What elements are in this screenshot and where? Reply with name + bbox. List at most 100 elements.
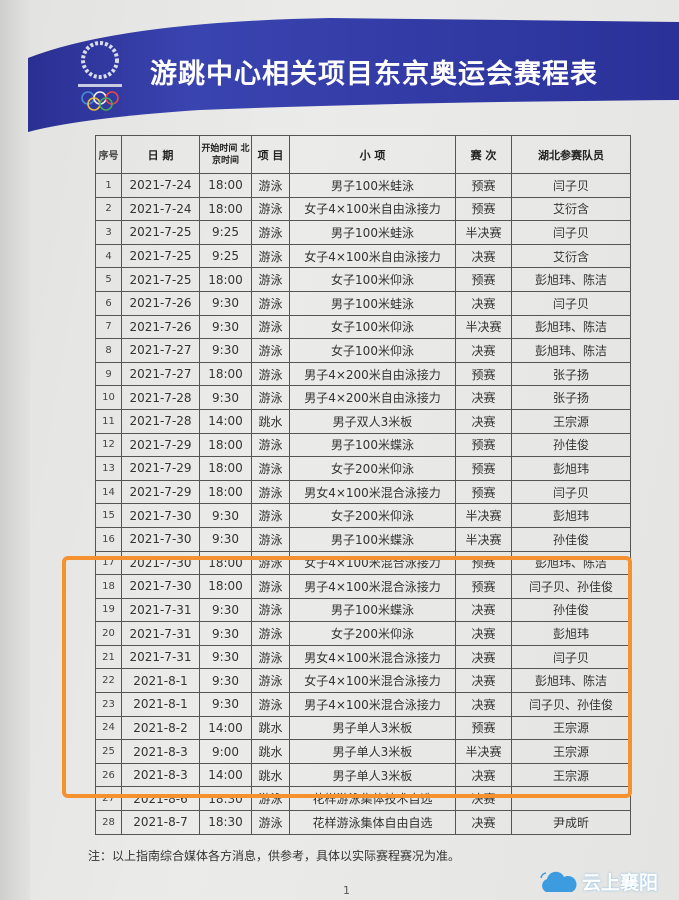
row-athletes: 张子扬 — [511, 361, 631, 387]
table-row: 2 2021-7-24 18:00 游泳 女子4×100米自由泳接力 预赛 艾衍含 — [95, 196, 631, 222]
row-start-time: 9:30 — [199, 668, 252, 694]
row-athletes: 闫子贝、孙佳俊 — [511, 574, 631, 599]
row-event: 男子4×200米自由泳接力 — [289, 385, 456, 410]
table-row: 18 2021-7-30 18:00 游泳 男子4×100米混合泳接力 预赛 闫子贝、孙佳俊 — [95, 574, 631, 599]
row-index: 22 — [95, 668, 122, 694]
row-index: 12 — [95, 432, 122, 458]
row-athletes: 艾衍含 — [511, 196, 631, 222]
row-index: 28 — [95, 810, 122, 835]
row-event: 男子100米蝶泳 — [289, 432, 456, 458]
row-event: 女子200米仰泳 — [289, 503, 456, 528]
row-sport: 游泳 — [251, 479, 290, 505]
col-date: 日 期 — [121, 135, 200, 174]
row-event: 花样游泳集体自由自选 — [289, 810, 456, 835]
row-athletes: 彭旭玮 — [511, 503, 631, 528]
page-edge — [0, 0, 30, 900]
row-start-time: 9:30 — [199, 597, 252, 623]
table-row: 10 2021-7-28 9:30 游泳 男子4×200米自由泳接力 决赛 张子扬 — [95, 385, 631, 410]
row-start-time: 18:00 — [199, 196, 252, 222]
table-row: 8 2021-7-27 9:30 游泳 女子100米仰泳 决赛 彭旭玮、陈洁 — [95, 338, 631, 363]
col-athletes: 湖北参赛队员 — [511, 135, 631, 174]
row-event: 女子100米仰泳 — [289, 314, 456, 340]
row-event: 女子200米仰泳 — [289, 621, 456, 646]
table-row: 7 2021-7-26 9:30 游泳 女子100米仰泳 半决赛 彭旭玮、陈洁 — [95, 314, 631, 340]
row-round: 预赛 — [455, 196, 512, 222]
row-round: 决赛 — [455, 385, 512, 410]
row-date: 2021-7-30 — [121, 503, 200, 528]
row-date: 2021-7-28 — [121, 385, 200, 410]
table-row: 20 2021-7-31 9:30 游泳 女子200米仰泳 决赛 彭旭玮 — [95, 621, 631, 646]
row-event: 男子4×100米混合泳接力 — [289, 574, 456, 599]
row-round: 决赛 — [455, 338, 512, 363]
table-row: 16 2021-7-30 9:30 游泳 男子100米蝶泳 半决赛 孙佳俊 — [95, 526, 631, 552]
row-index: 10 — [95, 385, 122, 410]
row-athletes: 闫子贝 — [511, 479, 631, 505]
row-athletes: 孙佳俊 — [511, 526, 631, 552]
watermark-text: 云上襄阳 — [582, 872, 659, 894]
row-start-time: 18:00 — [199, 267, 252, 292]
page-number: 1 — [343, 884, 350, 897]
table-row: 22 2021-8-1 9:30 游泳 女子4×100米混合泳接力 决赛 彭旭玮、陈洁 — [95, 668, 631, 694]
table-row: 3 2021-7-25 9:25 游泳 男子100米蛙泳 半决赛 闫子贝 — [95, 220, 631, 245]
row-sport: 游泳 — [251, 314, 290, 340]
row-sport: 跳水 — [251, 739, 290, 764]
row-athletes: 王宗源 — [511, 408, 631, 434]
row-date: 2021-7-25 — [121, 267, 200, 292]
table-row: 5 2021-7-25 18:00 游泳 女子100米仰泳 预赛 彭旭玮、陈洁 — [95, 267, 631, 292]
row-round: 决赛 — [455, 621, 512, 646]
row-index: 1 — [95, 173, 122, 198]
row-round: 决赛 — [455, 810, 512, 835]
row-sport: 游泳 — [251, 526, 290, 552]
row-index: 8 — [95, 338, 122, 363]
row-event: 男子100米蝶泳 — [289, 526, 456, 552]
row-event: 女子4×100米混合泳接力 — [289, 668, 456, 694]
row-athletes: 张子扬 — [511, 385, 631, 410]
row-index: 6 — [95, 290, 122, 316]
row-athletes: 彭旭玮、陈洁 — [511, 267, 631, 292]
row-date: 2021-7-30 — [121, 526, 200, 552]
row-sport: 游泳 — [251, 290, 290, 316]
row-start-time: 18:00 — [199, 456, 252, 481]
row-start-time: 9:30 — [199, 314, 252, 340]
row-sport: 游泳 — [251, 432, 290, 458]
row-event: 男子单人3米板 — [289, 739, 456, 764]
col-sport: 项 目 — [251, 135, 290, 174]
row-round: 半决赛 — [455, 526, 512, 552]
row-start-time: 18:00 — [199, 479, 252, 505]
row-date: 2021-7-28 — [121, 408, 200, 434]
row-athletes: 闫子贝 — [511, 173, 631, 198]
row-start-time: 9:30 — [199, 621, 252, 646]
row-sport: 游泳 — [251, 361, 290, 387]
row-event: 女子4×100米自由泳接力 — [289, 196, 456, 222]
row-start-time: 9:25 — [199, 220, 252, 245]
row-sport: 游泳 — [251, 456, 290, 481]
table-row: 4 2021-7-25 9:25 游泳 女子4×100米自由泳接力 决赛 艾衍含 — [95, 243, 631, 269]
row-event: 女子100米仰泳 — [289, 338, 456, 363]
row-date: 2021-7-27 — [121, 338, 200, 363]
footnote: 注：以上指南综合媒体各方消息，供参考，具体以实际赛程赛况为准。 — [88, 849, 461, 863]
row-athletes: 彭旭玮 — [511, 621, 631, 646]
row-round: 半决赛 — [455, 314, 512, 340]
row-athletes: 闫子贝 — [511, 220, 631, 245]
row-event: 男女4×100米混合泳接力 — [289, 479, 456, 505]
row-round: 预赛 — [455, 361, 512, 387]
row-index: 11 — [95, 408, 122, 434]
row-date: 2021-7-25 — [121, 243, 200, 269]
row-index: 4 — [95, 243, 122, 269]
row-athletes: 彭旭玮、陈洁 — [511, 668, 631, 694]
col-event: 小 项 — [289, 135, 456, 174]
table-row: 15 2021-7-30 9:30 游泳 女子200米仰泳 半决赛 彭旭玮 — [95, 503, 631, 528]
row-round: 预赛 — [455, 574, 512, 599]
row-round: 预赛 — [455, 715, 512, 741]
row-date: 2021-7-26 — [121, 290, 200, 316]
row-index: 7 — [95, 314, 122, 340]
table-row: 1 2021-7-24 18:00 游泳 男子100米蛙泳 预赛 闫子贝 — [95, 173, 631, 198]
row-index: 20 — [95, 621, 122, 646]
row-athletes: 闫子贝 — [511, 644, 631, 670]
row-sport: 游泳 — [251, 243, 290, 269]
row-date: 2021-7-30 — [121, 550, 200, 576]
row-round: 决赛 — [455, 243, 512, 269]
row-athletes: 尹成昕 — [511, 810, 631, 835]
row-sport: 游泳 — [251, 385, 290, 410]
row-date: 2021-7-29 — [121, 456, 200, 481]
